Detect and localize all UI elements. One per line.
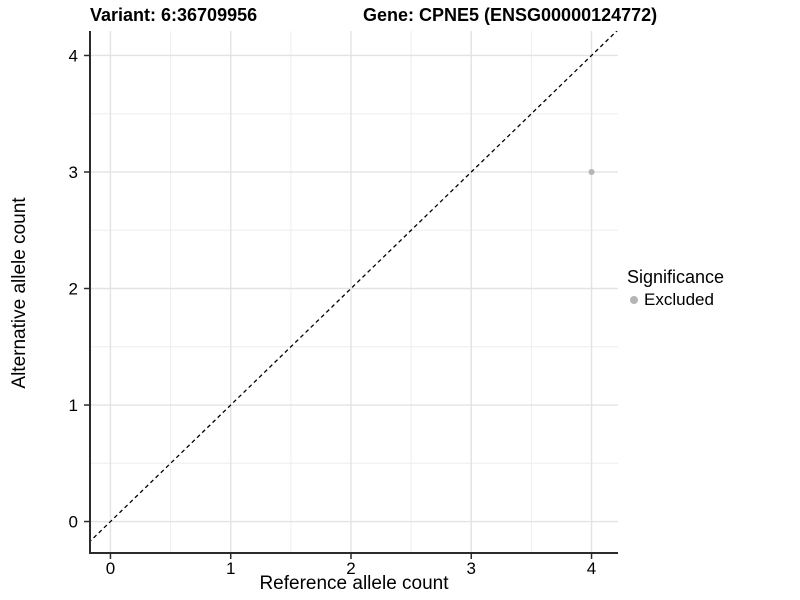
x-tick-label: 2 bbox=[346, 559, 355, 578]
y-tick-label: 3 bbox=[69, 163, 78, 182]
x-tick-label: 3 bbox=[467, 559, 476, 578]
y-tick-label: 0 bbox=[69, 513, 78, 532]
identity-line bbox=[90, 31, 618, 543]
legend: Significance Excluded bbox=[627, 266, 724, 310]
y-tick-label: 1 bbox=[69, 396, 78, 415]
legend-entry-excluded: Excluded bbox=[627, 289, 724, 310]
legend-title: Significance bbox=[627, 267, 725, 287]
y-tick-label: 2 bbox=[69, 280, 78, 299]
x-tick-label: 1 bbox=[226, 559, 235, 578]
legend-point-icon bbox=[630, 295, 638, 304]
panel-background bbox=[90, 31, 618, 553]
plot-title-gene: Gene: CPNE5 (ENSG00000124772) bbox=[363, 5, 658, 25]
y-axis-title: Alternative allele count bbox=[9, 197, 30, 389]
y-tick-label: 4 bbox=[69, 46, 78, 65]
x-axis-title: Reference allele count bbox=[259, 573, 449, 594]
legend-entry-label: Excluded bbox=[644, 290, 714, 309]
data-point bbox=[588, 168, 595, 175]
x-tick-label: 4 bbox=[587, 559, 596, 578]
x-tick-label: 0 bbox=[106, 559, 115, 578]
plot-title-variant: Variant: 6:36709956 bbox=[90, 5, 258, 25]
axis-lines bbox=[89, 31, 618, 554]
